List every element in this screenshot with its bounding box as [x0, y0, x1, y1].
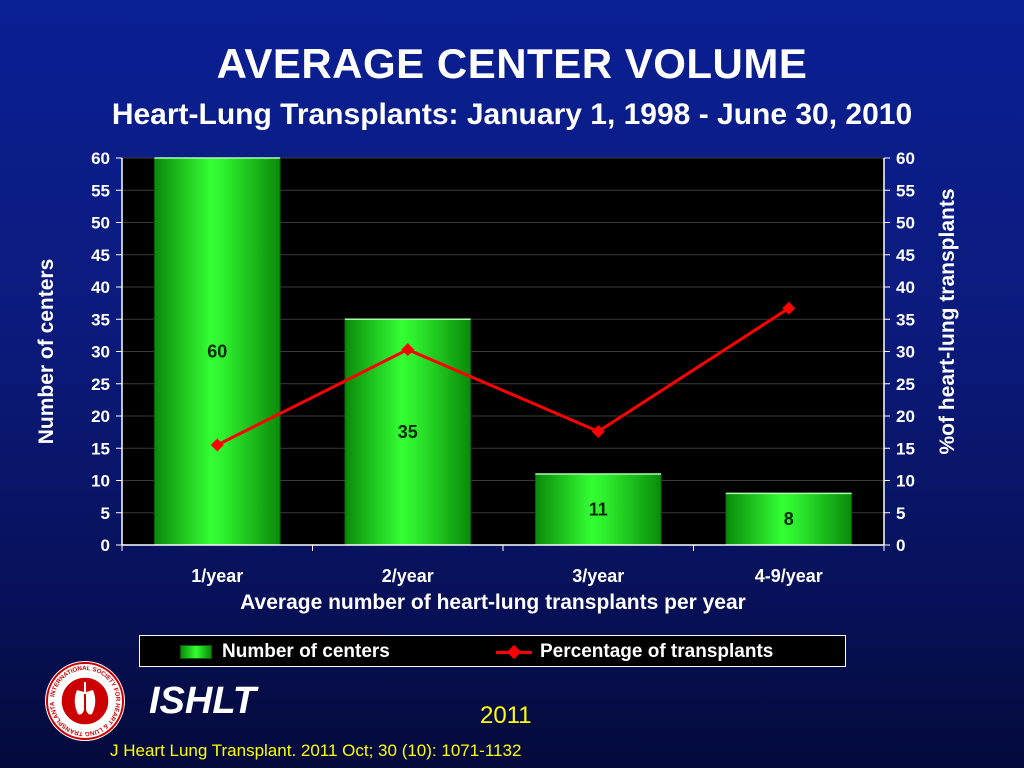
x-category-label: 3/year [572, 566, 624, 586]
y2-tick-label: 60 [896, 149, 915, 168]
y-tick-label: 20 [91, 407, 110, 426]
bar [534, 473, 662, 546]
y-tick-label: 15 [91, 439, 110, 458]
bar [153, 157, 281, 546]
legend-item-percentage: Percentage of transplants [496, 640, 773, 664]
y2-tick-label: 20 [896, 407, 915, 426]
chart-legend: Number of centers Percentage of transpla… [139, 635, 846, 667]
org-name: ISHLT [149, 680, 256, 722]
chart-title: AVERAGE CENTER VOLUME [216, 40, 808, 87]
x-axis-title: Average number of heart-lung transplants… [240, 591, 746, 614]
y2-tick-label: 10 [896, 472, 915, 491]
ishlt-logo: INTERNATIONAL SOCIETY FOR HEART & LUNG T… [44, 660, 125, 741]
y-tick-label: 30 [91, 343, 110, 362]
percentage-point [591, 424, 605, 438]
bar [725, 492, 853, 546]
y-tick-label: 50 [91, 214, 110, 233]
y-tick-label: 5 [101, 504, 110, 523]
chart-subtitle: Heart-Lung Transplants: January 1, 1998 … [111, 98, 913, 131]
year-label: 2011 [480, 702, 532, 729]
percentage-point [210, 438, 224, 452]
y2-tick-label: 0 [896, 536, 905, 555]
bar-data-label: 8 [784, 509, 794, 529]
y-tick-label: 60 [91, 149, 110, 168]
y-tick-label: 0 [101, 536, 110, 555]
citation: J Heart Lung Transplant. 2011 Oct; 30 (1… [110, 741, 522, 760]
y2-tick-label: 50 [896, 214, 915, 233]
percentage-point [401, 343, 415, 357]
bar-data-label: 35 [398, 422, 418, 442]
y2-tick-label: 40 [896, 278, 915, 297]
y2-tick-label: 55 [896, 181, 915, 200]
percentage-point [782, 301, 796, 315]
y-axis-title: Number of centers [35, 259, 58, 445]
y-tick-label: 10 [91, 472, 110, 491]
y-tick-label: 45 [91, 246, 110, 265]
legend-item-centers: Number of centers [180, 640, 390, 664]
y2-tick-label: 35 [896, 310, 915, 329]
y2-tick-label: 15 [896, 439, 915, 458]
percentage-line [216, 307, 790, 447]
bar-data-label: 11 [589, 500, 608, 520]
y-tick-label: 55 [91, 181, 110, 200]
legend-percentage-label: Percentage of transplants [540, 641, 774, 662]
y2-tick-label: 5 [896, 504, 905, 523]
bar [344, 318, 472, 546]
legend-centers-label: Number of centers [222, 641, 390, 662]
bar-data-label: 60 [207, 342, 227, 362]
y2-tick-label: 45 [896, 246, 915, 265]
y2-tick-label: 25 [896, 375, 915, 394]
y-tick-label: 40 [91, 278, 110, 297]
legend-bar-swatch [180, 645, 212, 659]
x-category-label: 2/year [382, 566, 434, 586]
x-category-label: 4-9/year [755, 566, 823, 586]
legend-line-swatch [496, 644, 532, 660]
y-tick-label: 25 [91, 375, 110, 394]
y2-tick-label: 30 [896, 343, 915, 362]
y-tick-label: 35 [91, 310, 110, 329]
x-category-label: 1/year [191, 566, 243, 586]
y2-axis-title: %of heart-lung transplants [936, 188, 959, 454]
